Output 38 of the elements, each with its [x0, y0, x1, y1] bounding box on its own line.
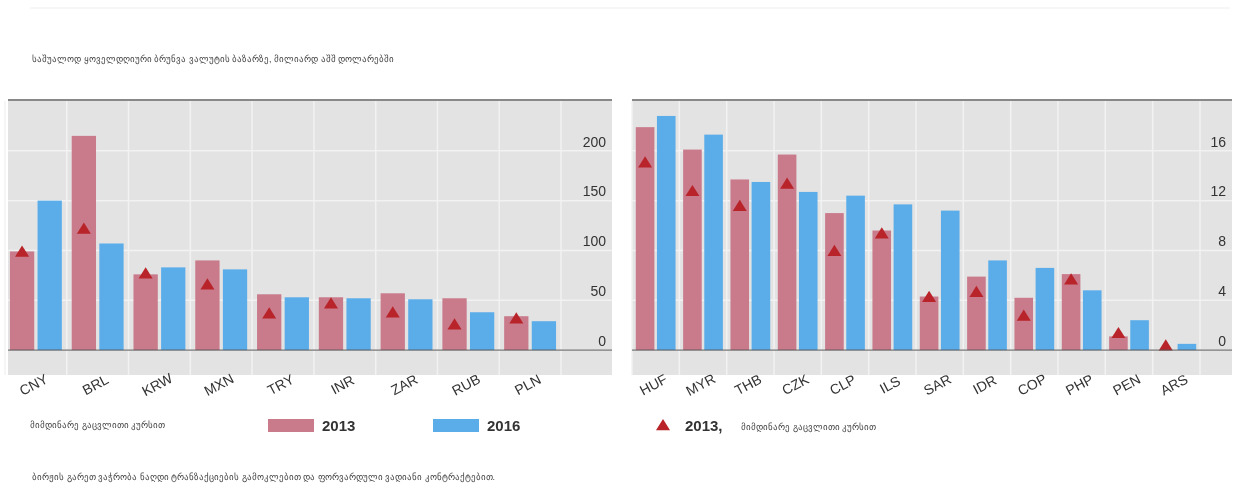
x-tick-label: PHP [1062, 370, 1096, 399]
x-tick-label: ILS [876, 372, 904, 397]
x-tick-label: CZK [779, 370, 813, 399]
x-tick-label: KRW [139, 369, 176, 400]
x-tick-label: BRL [79, 371, 112, 399]
y-tick-label: 16 [1210, 133, 1227, 150]
x-tick-label: THB [731, 370, 765, 399]
x-tick-label: SAR [920, 370, 954, 399]
legend-title: მიმდინარე გაცვლითი კურსით [741, 422, 877, 433]
x-tick-label: IDR [970, 371, 1000, 398]
x-tick-label: HUF [636, 370, 670, 399]
y-tick-label: 0 [598, 332, 607, 349]
x-tick-label: TRY [264, 370, 298, 399]
legend-label: 2013, [685, 417, 723, 434]
y-tick-label: 8 [1218, 233, 1227, 250]
y-tick-label: 150 [582, 183, 607, 200]
x-tick-label: MXN [201, 370, 237, 399]
y-tick-label: 200 [582, 133, 607, 150]
y-tick-label: 12 [1210, 183, 1227, 200]
legend-label: 2016 [487, 417, 521, 434]
x-tick-label: PLN [511, 371, 544, 399]
y-tick-label: 0 [1218, 332, 1227, 349]
x-tick-label: ZAR [388, 370, 421, 399]
y-tick-label: 50 [590, 283, 607, 300]
x-tick-label: MYR [683, 370, 719, 399]
legend-title: მიმდინარე გაცვლითი კურსით [30, 420, 166, 431]
x-tick-label: RUB [449, 370, 483, 399]
x-tick-label: PEN [1110, 370, 1144, 399]
text: ბირჟის გარეთ ვაჭრობა ნაღდი ტრანზაქციების გამოკლებით და ფორვარდული ვადიანი კონტრაქტებით. [32, 472, 496, 483]
x-tick-label: CLP [826, 371, 859, 399]
legend-label: 2013 [322, 417, 356, 434]
y-tick-label: 4 [1218, 283, 1227, 300]
x-tick-label: CNY [16, 370, 51, 399]
x-tick-label: ARS [1157, 370, 1191, 399]
x-tick-label: INR [328, 371, 357, 398]
x-tick-label: COP [1014, 370, 1050, 399]
chart-title: საშუალოდ ყოველდღიური ბრუნვა ვალუტის ბაზარზე, მილიარდ აშშ დოლარებში [32, 54, 395, 65]
y-tick-label: 100 [582, 233, 607, 250]
